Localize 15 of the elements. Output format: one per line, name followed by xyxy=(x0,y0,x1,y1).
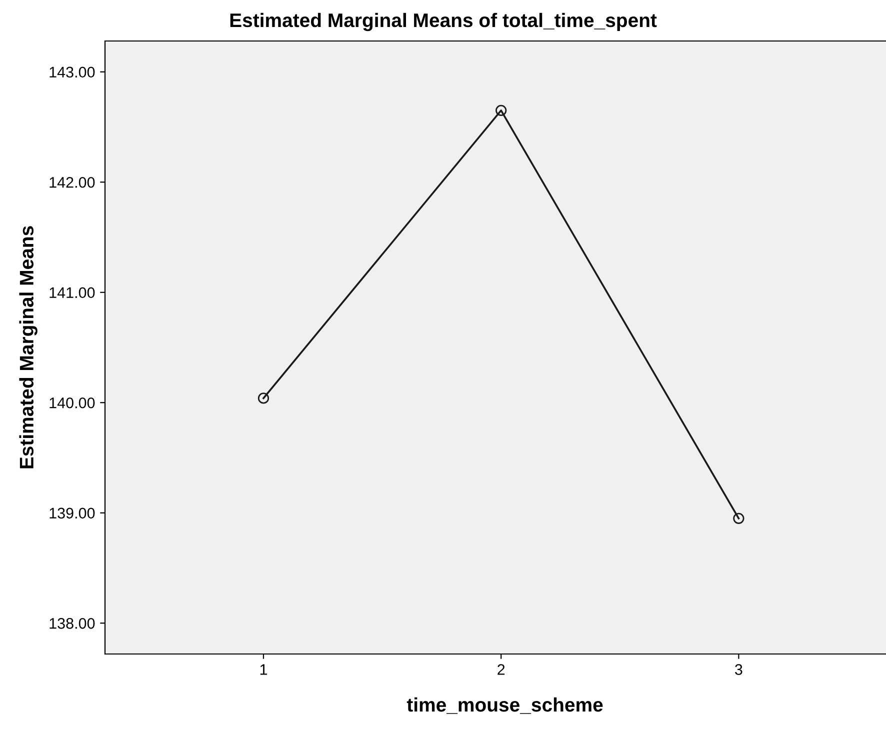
y-tick-label: 140.00 xyxy=(50,397,95,408)
y-tick-label: 138.00 xyxy=(50,618,95,629)
x-tick-label: 1 xyxy=(260,664,267,675)
x-axis-title: time_mouse_scheme xyxy=(406,697,603,714)
y-tick-label: 139.00 xyxy=(50,508,95,519)
x-tick-label: 3 xyxy=(735,664,742,675)
y-tick-label: 141.00 xyxy=(50,287,95,298)
point xyxy=(258,392,270,404)
y-tick-label: 143.00 xyxy=(50,66,95,78)
point xyxy=(496,104,507,116)
y-axis-title: Estimated Marginal Means xyxy=(19,226,38,468)
point xyxy=(733,512,744,524)
x-tick-label: 2 xyxy=(498,664,505,675)
y-tick-label: 142.00 xyxy=(50,176,95,188)
chart-title: Estimated Marginal Means of total_time_spent xyxy=(230,12,657,32)
